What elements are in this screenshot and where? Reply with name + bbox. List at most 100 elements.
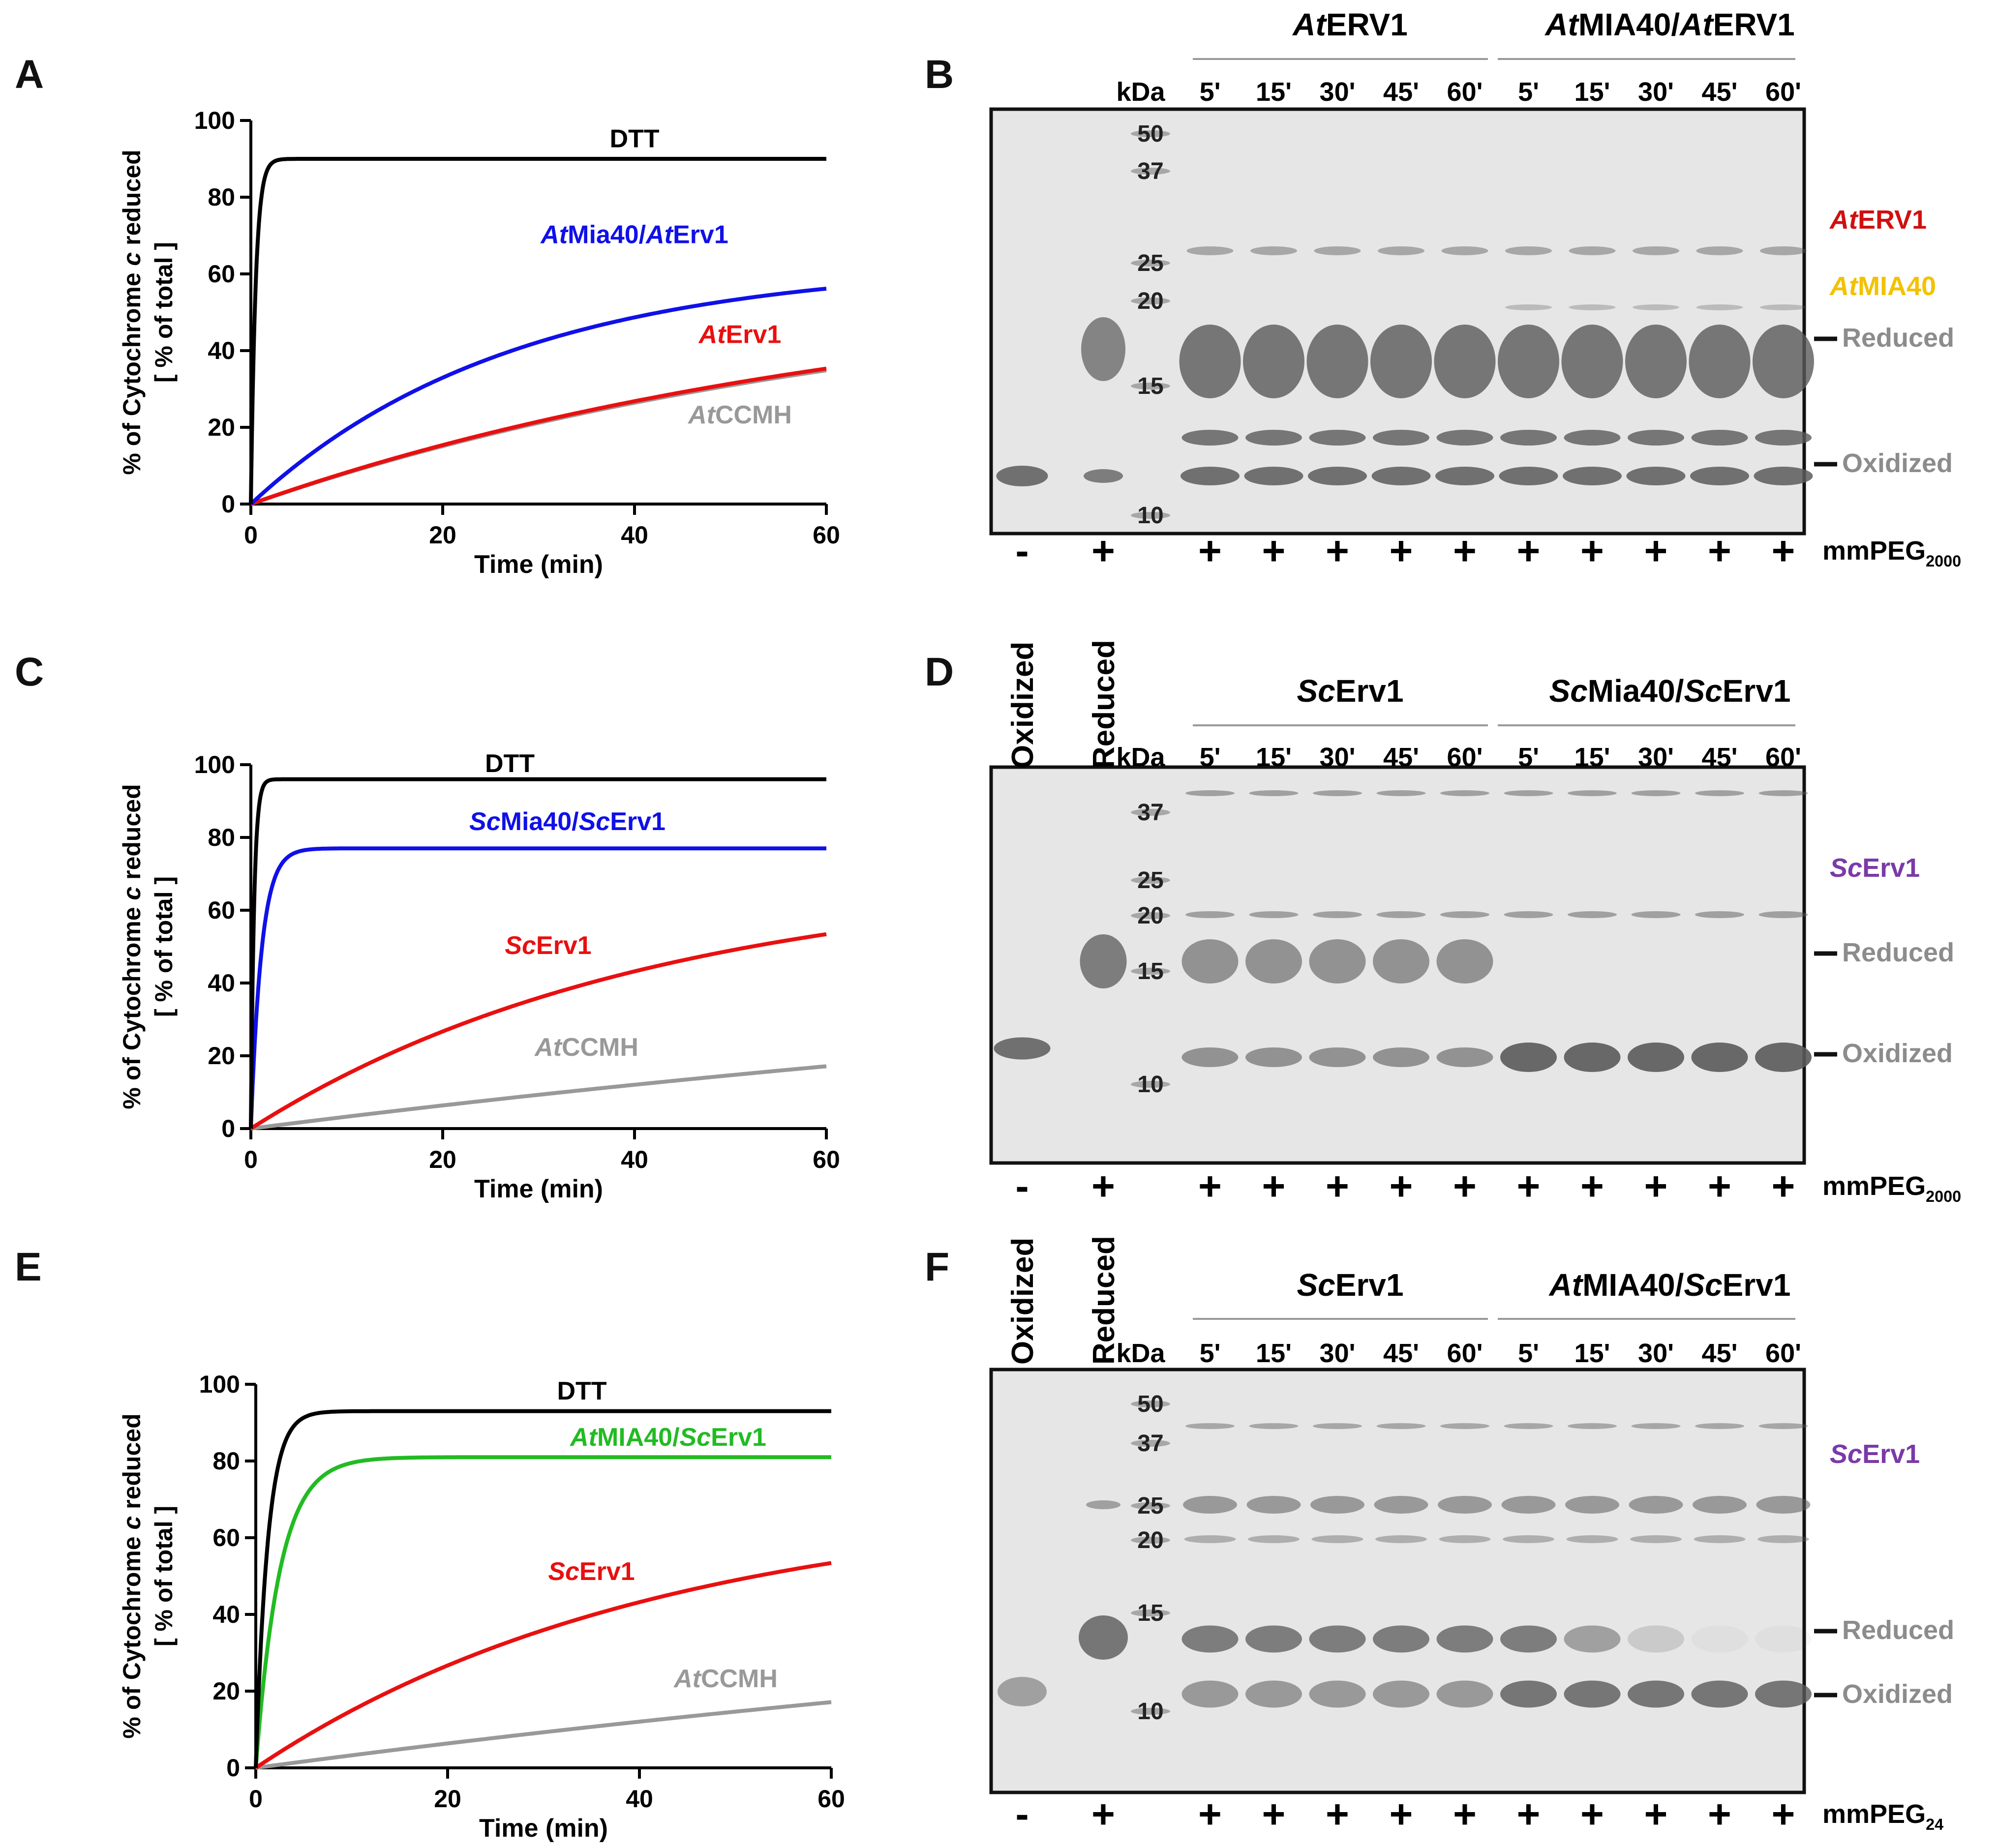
y-tick-label: 40 xyxy=(212,1601,240,1628)
gel-group-label-2: AtMIA40/ScErv1 xyxy=(1548,1267,1791,1303)
gel-band xyxy=(1689,325,1751,398)
marker-band xyxy=(1131,260,1170,267)
marker-band xyxy=(1131,1081,1170,1088)
gel-band xyxy=(1633,304,1679,310)
y-tick-label: 80 xyxy=(212,1447,240,1475)
gel-band xyxy=(1436,1680,1493,1708)
gel-band xyxy=(1081,317,1125,381)
lane-sign: + xyxy=(1326,1792,1349,1837)
gel-band xyxy=(1308,467,1367,485)
gel-band xyxy=(1755,1043,1812,1072)
timepoint-label: 45' xyxy=(1702,743,1738,772)
lane-sign: + xyxy=(1708,1164,1731,1209)
gel-band xyxy=(1086,1500,1120,1509)
lane-sign: + xyxy=(1453,1164,1477,1209)
gel-band xyxy=(1504,1423,1553,1429)
right-label-mia40: AtMIA40 xyxy=(1829,271,1936,301)
gel-band xyxy=(1310,1496,1364,1514)
gel-band xyxy=(1696,246,1743,255)
gel-band xyxy=(1441,246,1488,255)
x-tick-label: 60 xyxy=(817,1785,845,1813)
marker-label: 25 xyxy=(1137,867,1163,894)
lane-sign: + xyxy=(1772,529,1795,573)
gel-band xyxy=(1696,304,1743,310)
gel-band xyxy=(1376,911,1426,918)
y-axis-label: % of Cytochrome c reduced xyxy=(118,1413,146,1738)
gel-band xyxy=(1566,1535,1618,1543)
gel-band xyxy=(1691,1625,1748,1653)
lane-sign: + xyxy=(1326,1164,1349,1209)
gel-band xyxy=(1503,1535,1554,1543)
lane-sign: + xyxy=(1708,1792,1731,1837)
timepoint-label: 5' xyxy=(1518,1339,1539,1368)
gel-band xyxy=(1631,1423,1681,1429)
gel-band xyxy=(1755,1625,1812,1653)
gel-band xyxy=(1564,430,1621,446)
gel-band xyxy=(1565,1496,1619,1514)
gel-band xyxy=(1629,1496,1683,1514)
gel-band xyxy=(1504,790,1553,796)
y-tick-label: 0 xyxy=(221,1115,235,1142)
gel-band xyxy=(1181,1680,1239,1708)
lane-sign: + xyxy=(1580,1792,1604,1837)
gel-band xyxy=(1245,1047,1302,1067)
series-line-scerv1 xyxy=(254,1561,832,1770)
gel-band xyxy=(1564,1680,1621,1708)
timepoint-label: 30' xyxy=(1638,743,1674,772)
series-label-dtt: DTT xyxy=(609,125,659,153)
panel-label-d: D xyxy=(925,650,954,694)
gel-band xyxy=(1564,1043,1621,1072)
marker-band xyxy=(1131,877,1170,884)
gel-group-label-1: ScErv1 xyxy=(1297,1267,1403,1303)
x-tick-label: 60 xyxy=(813,1146,840,1173)
gel-band xyxy=(1375,1535,1427,1543)
timepoint-label: 45' xyxy=(1383,77,1419,107)
gel-band xyxy=(994,1037,1051,1060)
series-label-scerv1: ScErv1 xyxy=(505,931,591,960)
marker-band xyxy=(1131,1537,1170,1544)
gel-band xyxy=(1378,246,1424,255)
gel-band xyxy=(1249,1423,1299,1429)
timepoint-label: 30' xyxy=(1320,743,1356,772)
gel-band xyxy=(1563,467,1622,485)
marker-label: 15 xyxy=(1137,1600,1163,1626)
lane-sign: + xyxy=(1390,1164,1413,1209)
gel-band xyxy=(1691,1680,1748,1708)
gel-band xyxy=(1695,911,1744,918)
gel-band xyxy=(1760,304,1807,310)
gel-band xyxy=(1309,1680,1366,1708)
gel-band xyxy=(1628,1043,1684,1072)
gel-band xyxy=(1185,790,1235,796)
gel-band xyxy=(1245,1625,1302,1653)
gel-band xyxy=(1373,1680,1429,1708)
gel-band xyxy=(1248,1535,1300,1543)
series-label-aterv1: AtErv1 xyxy=(698,320,782,349)
gel-d: Oxidized Reduced ScErv1 ScMia40/ScErv1 kDa 5'… xyxy=(989,640,1961,1209)
lane-sign: + xyxy=(1262,529,1286,573)
timepoint-label: 30' xyxy=(1320,77,1356,107)
gel-top-label-reduced: Reduced xyxy=(1087,640,1121,769)
gel-band xyxy=(1436,939,1493,984)
gel-band xyxy=(1183,1496,1237,1514)
gel-band xyxy=(1309,1625,1366,1653)
marker-band xyxy=(1131,1401,1170,1407)
kda-label: kDa xyxy=(1116,1339,1165,1368)
timepoint-label: 45' xyxy=(1702,1339,1738,1368)
gel-band xyxy=(1080,934,1127,988)
y-tick-label: 100 xyxy=(194,751,235,778)
marker-label: 10 xyxy=(1137,503,1163,529)
x-axis-label: Time (min) xyxy=(474,1175,603,1203)
y-axis-label-units: [ % of total ] xyxy=(150,876,178,1017)
timepoint-label: 30' xyxy=(1320,1339,1356,1368)
right-label-reduced: Reduced xyxy=(1842,1615,1954,1645)
y-axis-label: % of Cytochrome c reduced xyxy=(118,149,146,475)
reagent-label: mmPEG24 xyxy=(1822,1799,1943,1833)
series-label-atccmh: AtCCMH xyxy=(673,1665,778,1693)
timepoint-label: 15' xyxy=(1256,1339,1292,1368)
gel-band xyxy=(1499,467,1558,485)
timepoint-label: 15' xyxy=(1574,77,1610,107)
gel-band xyxy=(1568,790,1617,796)
marker-label: 50 xyxy=(1137,121,1163,147)
gel-band xyxy=(1690,467,1749,485)
x-tick-label: 40 xyxy=(626,1785,653,1813)
